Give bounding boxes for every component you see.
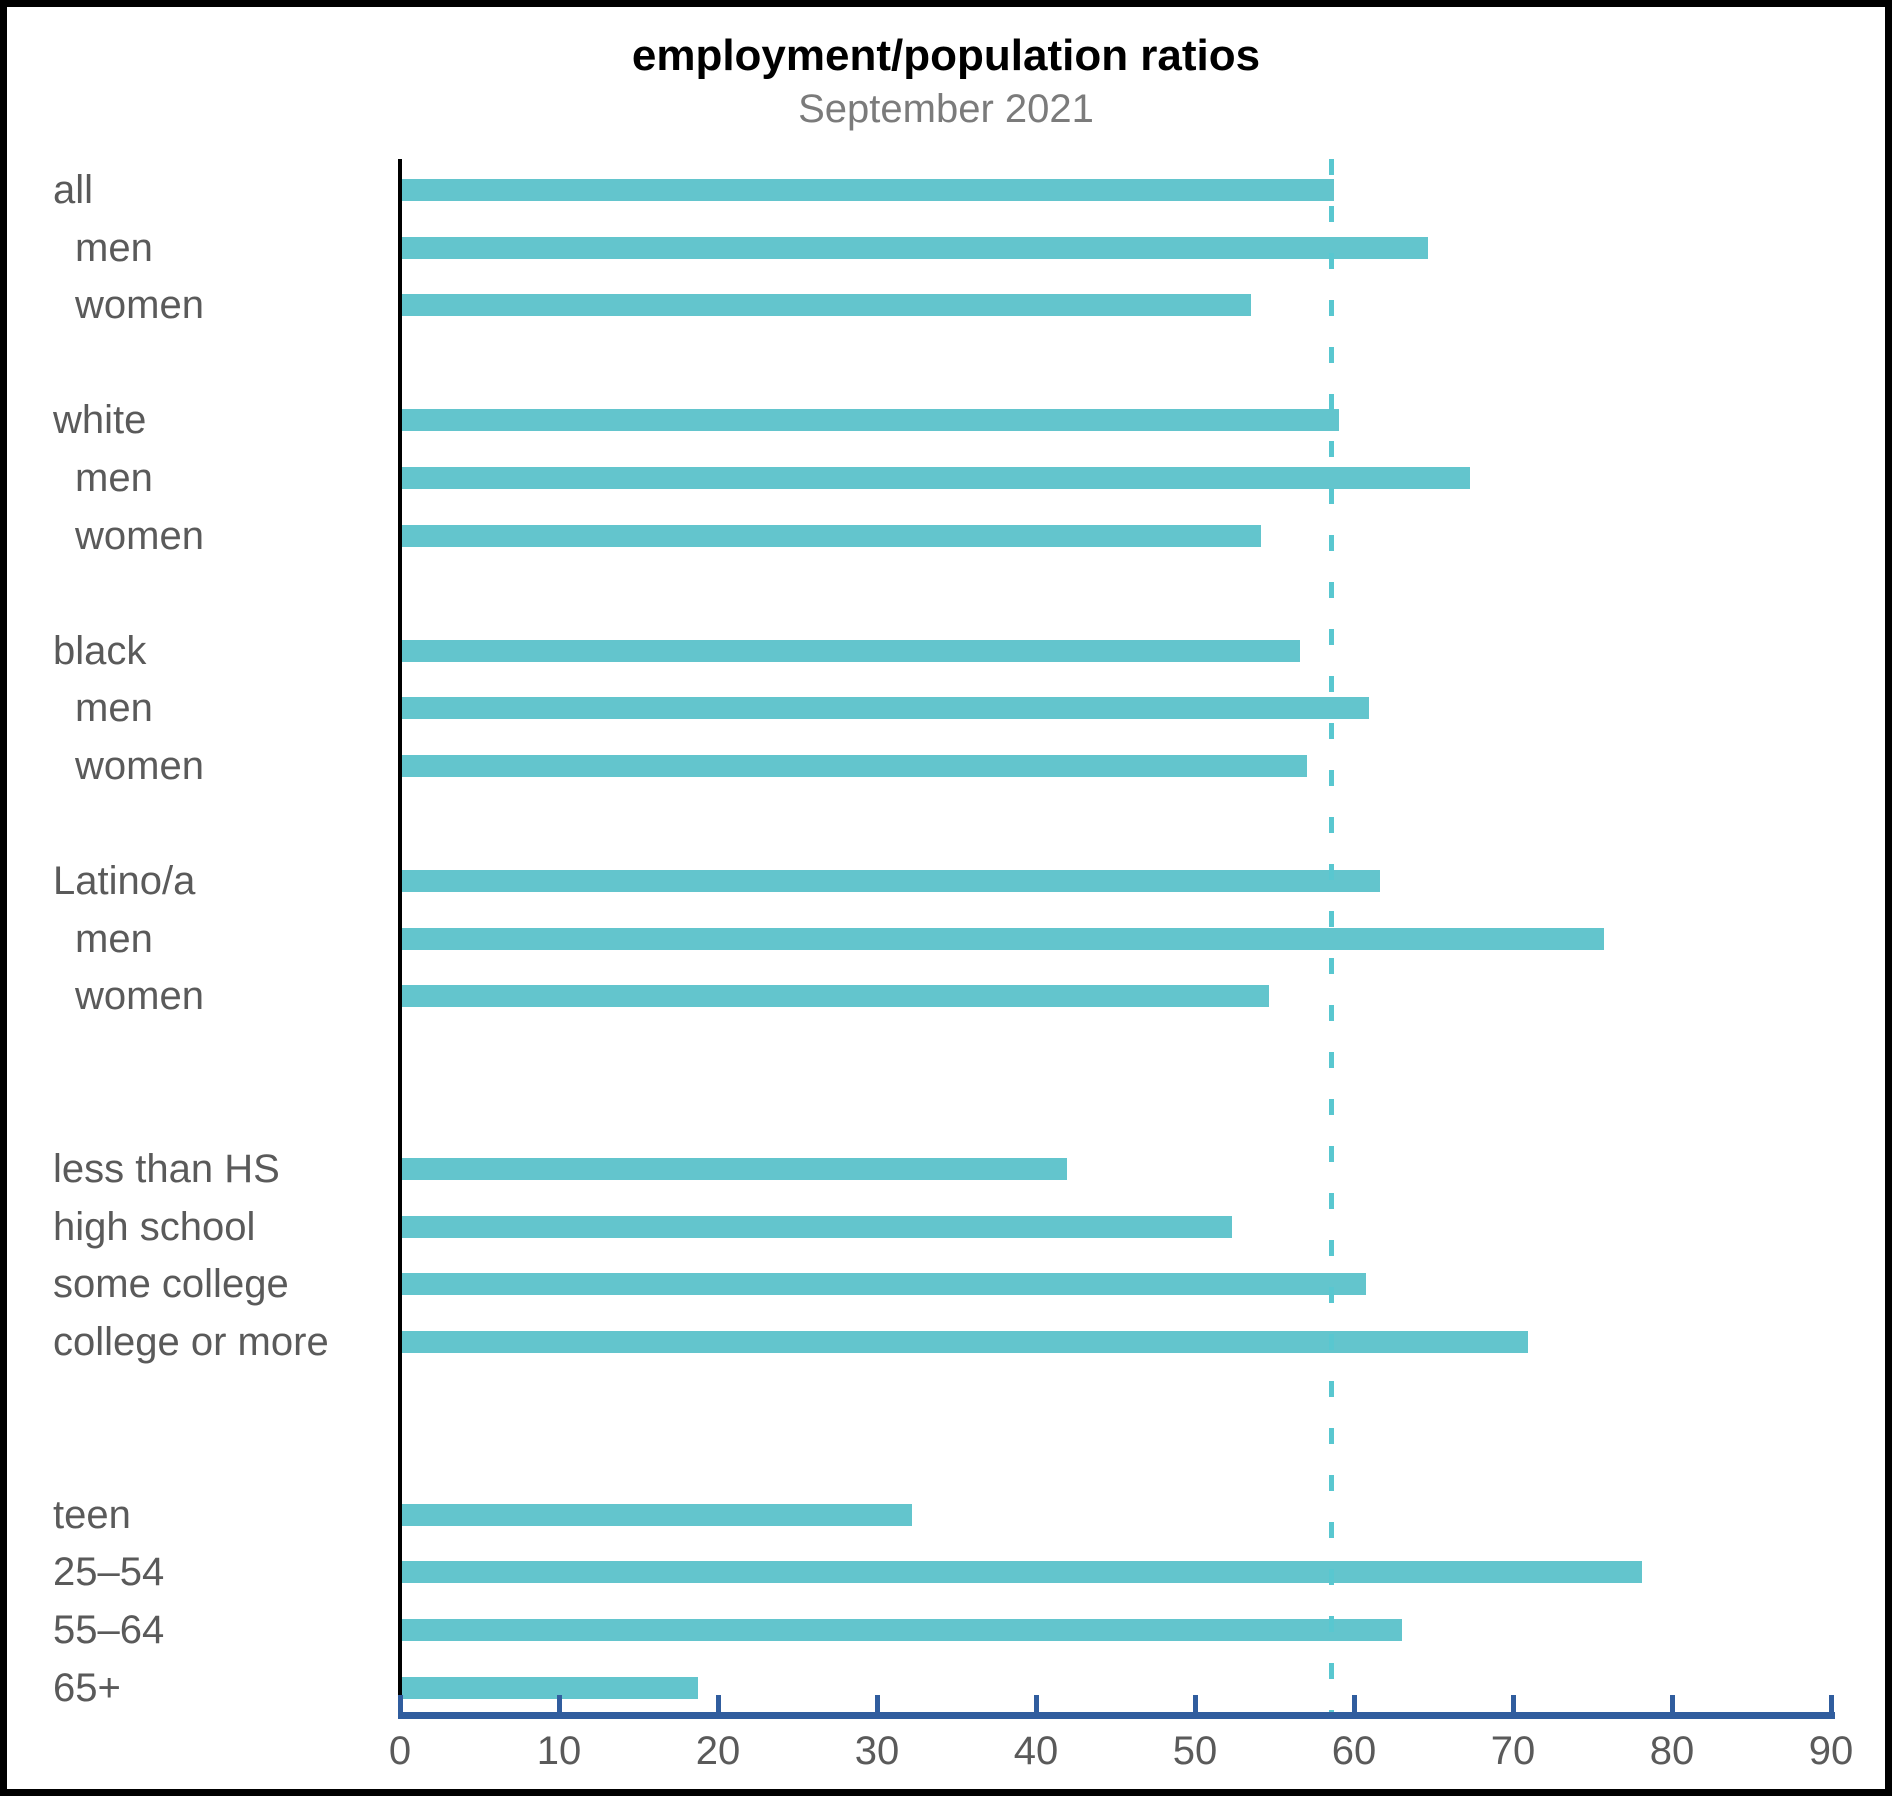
x-tick-label-90: 90 — [1808, 1729, 1854, 1773]
bar-women-11 — [402, 985, 1269, 1007]
bar-55-64-18 — [402, 1619, 1402, 1641]
bar-65--19 — [402, 1677, 698, 1699]
chart-subtitle: September 2021 — [798, 87, 1094, 131]
bar-some-college-14 — [402, 1273, 1366, 1295]
bar-teen-16 — [402, 1504, 912, 1526]
reference-line — [1329, 159, 1335, 1712]
category-label-all-0: all — [53, 168, 94, 212]
bar-less-than-hs-12 — [402, 1158, 1067, 1180]
x-tick-label-10: 10 — [536, 1729, 582, 1773]
x-tick-label-50: 50 — [1172, 1729, 1218, 1773]
bar-women-2 — [402, 294, 1251, 316]
x-tick-label-20: 20 — [695, 1729, 741, 1773]
x-axis-line — [398, 1712, 1835, 1719]
category-label-women-11: women — [75, 974, 204, 1018]
category-label-men-1: men — [75, 226, 153, 270]
category-label-women-2: women — [75, 283, 204, 327]
category-label-men-4: men — [75, 456, 153, 500]
x-tick-40 — [1034, 1695, 1039, 1712]
category-label-women-8: women — [75, 744, 204, 788]
x-tick-80 — [1670, 1695, 1675, 1712]
bar-college-or-more-15 — [402, 1331, 1528, 1353]
bar-men-4 — [402, 467, 1470, 489]
y-axis-line — [398, 159, 402, 1719]
category-label-latino-a-9: Latino/a — [53, 859, 196, 903]
category-label-some-college-14: some college — [53, 1262, 289, 1306]
x-tick-label-30: 30 — [854, 1729, 900, 1773]
category-label-less-than-hs-12: less than HS — [53, 1147, 280, 1191]
bar-white-3 — [402, 409, 1339, 431]
bar-25-54-17 — [402, 1561, 1642, 1583]
bar-women-5 — [402, 525, 1261, 547]
category-label-teen-16: teen — [53, 1493, 131, 1537]
x-tick-30 — [875, 1695, 880, 1712]
x-tick-label-60: 60 — [1331, 1729, 1377, 1773]
bar-high-school-13 — [402, 1216, 1232, 1238]
category-label-25-54-17: 25–54 — [53, 1550, 165, 1594]
x-tick-50 — [1193, 1695, 1198, 1712]
category-label-65--19: 65+ — [53, 1666, 121, 1710]
x-tick-60 — [1352, 1695, 1357, 1712]
category-label-55-64-18: 55–64 — [53, 1608, 165, 1652]
bar-latino-a-9 — [402, 870, 1380, 892]
x-tick-90 — [1829, 1695, 1834, 1712]
plot-area: all men women white men women black men women Lat… — [7, 7, 1885, 1789]
chart-title: employment/population ratios — [631, 31, 1261, 80]
bar-men-1 — [402, 237, 1428, 259]
x-tick-label-0: 0 — [388, 1729, 412, 1773]
bar-all-0 — [402, 179, 1334, 201]
bar-men-10 — [402, 928, 1604, 950]
category-label-black-6: black — [53, 629, 147, 673]
category-label-white-3: white — [53, 398, 147, 442]
bar-women-8 — [402, 755, 1307, 777]
category-label-men-10: men — [75, 917, 153, 961]
x-tick-0 — [398, 1695, 403, 1712]
category-label-high-school-13: high school — [53, 1205, 256, 1249]
x-tick-70 — [1511, 1695, 1516, 1712]
x-tick-label-70: 70 — [1490, 1729, 1536, 1773]
bar-black-6 — [402, 640, 1300, 662]
x-tick-10 — [557, 1695, 562, 1712]
category-label-men-7: men — [75, 686, 153, 730]
x-tick-20 — [716, 1695, 721, 1712]
category-label-college-or-more-15: college or more — [53, 1320, 329, 1364]
x-tick-label-40: 40 — [1013, 1729, 1059, 1773]
category-label-women-5: women — [75, 514, 204, 558]
x-tick-label-80: 80 — [1649, 1729, 1695, 1773]
bar-men-7 — [402, 697, 1369, 719]
